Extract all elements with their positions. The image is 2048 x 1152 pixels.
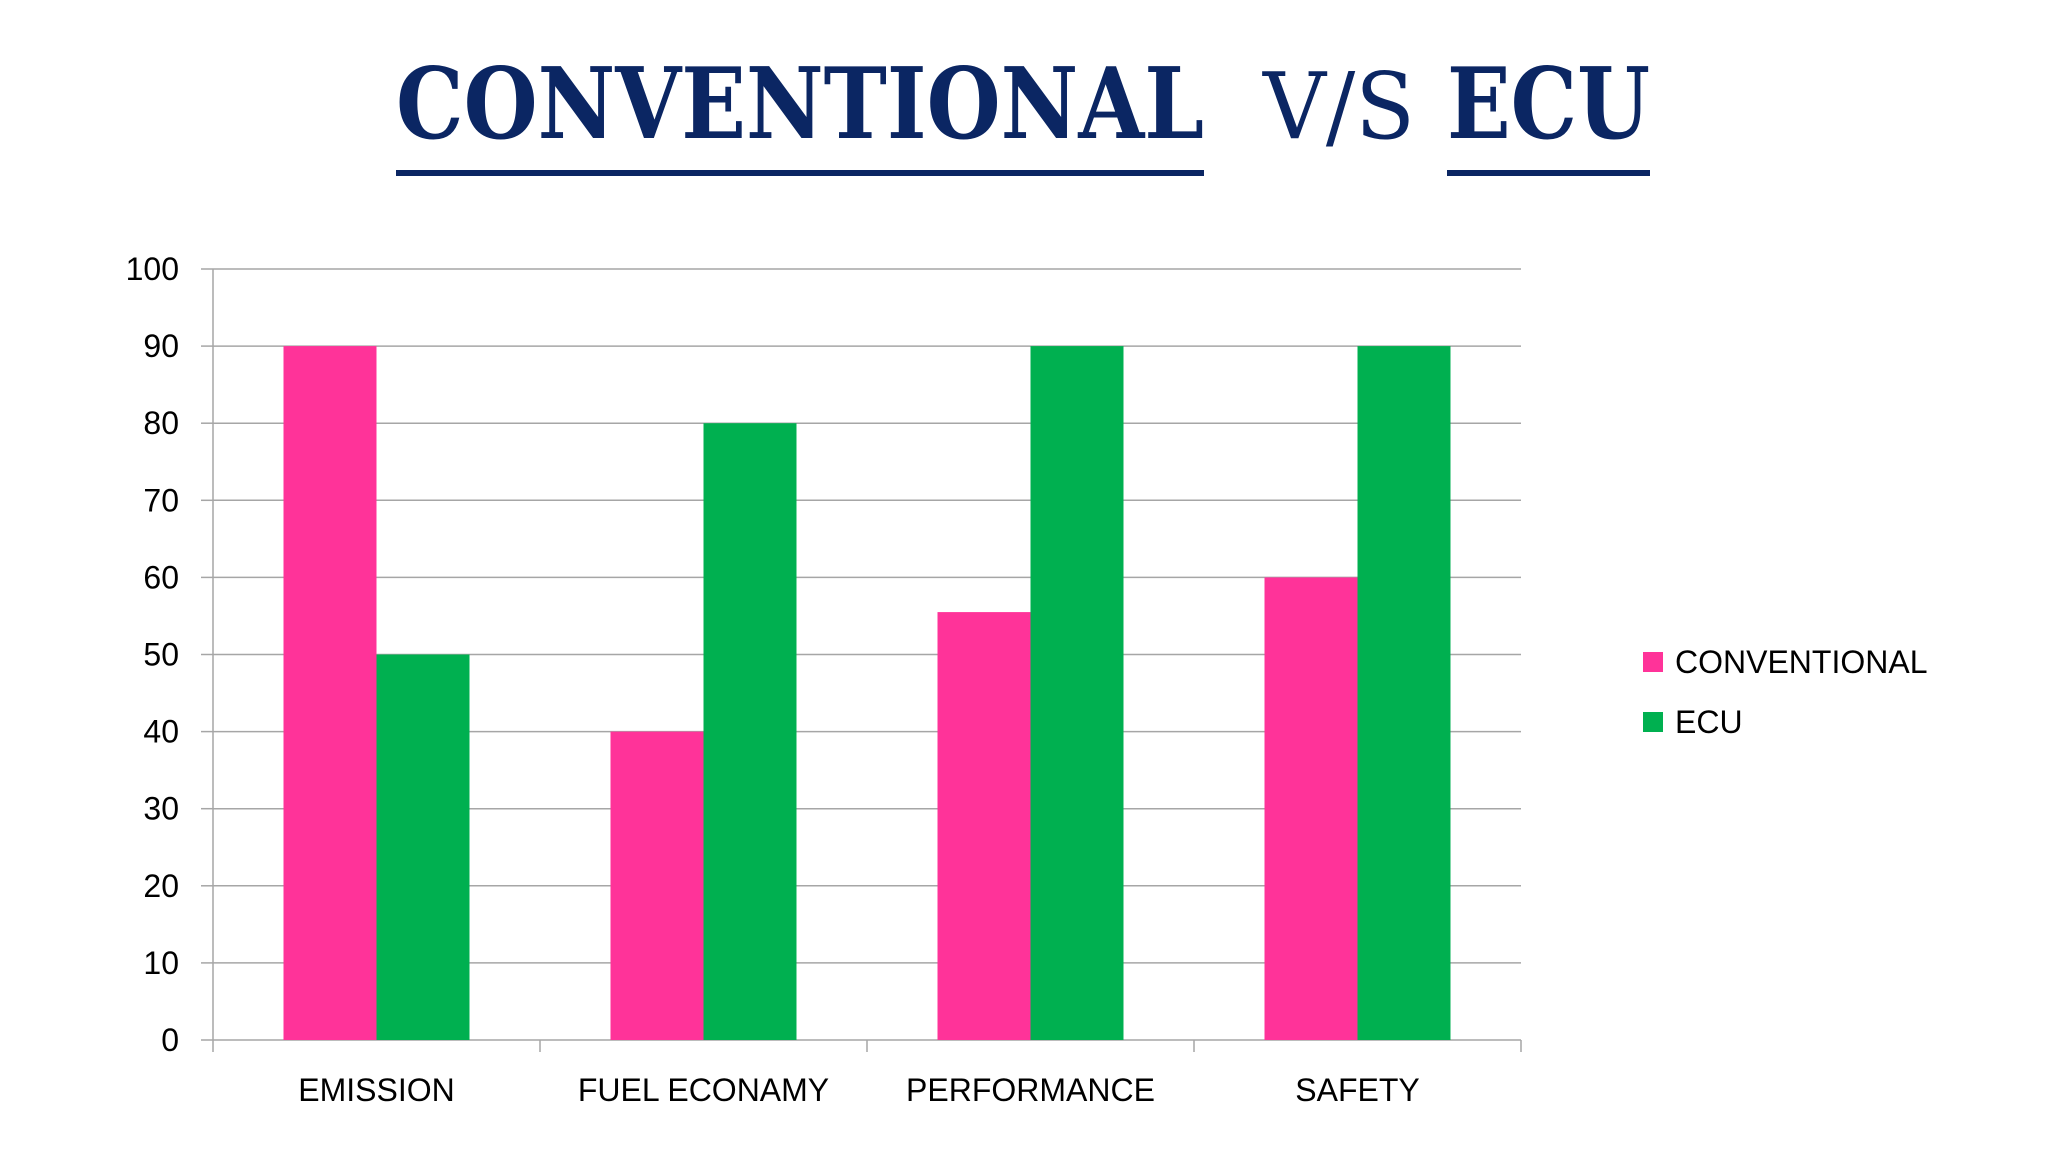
y-tick-label: 40 [143,714,179,750]
slide-title: CONVENTIONAL V/S ECU [396,47,1650,176]
title-separator: V/S [1262,53,1415,160]
x-axis: EMISSION FUEL ECONAMY PERFORMANCE SAFETY [212,1039,1522,1108]
y-tick-label: 90 [143,328,179,364]
y-tick-label: 80 [143,405,179,441]
bar-conventional [1264,577,1358,1040]
y-tick-label: 20 [143,868,179,904]
title-right-word: ECU [1447,47,1650,162]
y-tick-label: 10 [143,945,179,981]
y-tick-label: 30 [143,791,179,827]
bar-ecu [703,423,797,1040]
bar-ecu [1030,346,1124,1041]
title-left-word: CONVENTIONAL [396,47,1204,162]
bar-ecu [1357,346,1451,1041]
title-left-underline [396,170,1204,176]
title-right-underline [1447,170,1650,176]
x-category-label: SAFETY [1295,1072,1419,1108]
y-axis: 0 10 20 30 40 50 60 70 80 90 100 [126,251,214,1058]
x-category-label: FUEL ECONAMY [578,1072,829,1108]
bar-conventional [937,612,1031,1040]
bar-conventional [610,731,704,1040]
y-tick-label: 60 [143,559,179,595]
y-tick-label: 70 [143,482,179,518]
bar-conventional [283,346,377,1041]
x-category-label: PERFORMANCE [906,1072,1155,1108]
legend-swatch [1643,652,1663,672]
legend-label: CONVENTIONAL [1675,644,1927,680]
x-category-label: EMISSION [298,1072,454,1108]
bar-chart: 0 10 20 30 40 50 60 70 80 90 100 EMISSION FUEL ECON… [126,251,1928,1108]
legend-label: ECU [1675,704,1743,740]
y-tick-label: 100 [126,251,179,287]
bar-ecu [376,654,470,1040]
bars [283,346,1451,1041]
y-tick-label: 0 [161,1022,179,1058]
legend-swatch [1643,712,1663,732]
legend: CONVENTIONAL ECU [1643,644,1927,740]
y-tick-label: 50 [143,637,179,673]
